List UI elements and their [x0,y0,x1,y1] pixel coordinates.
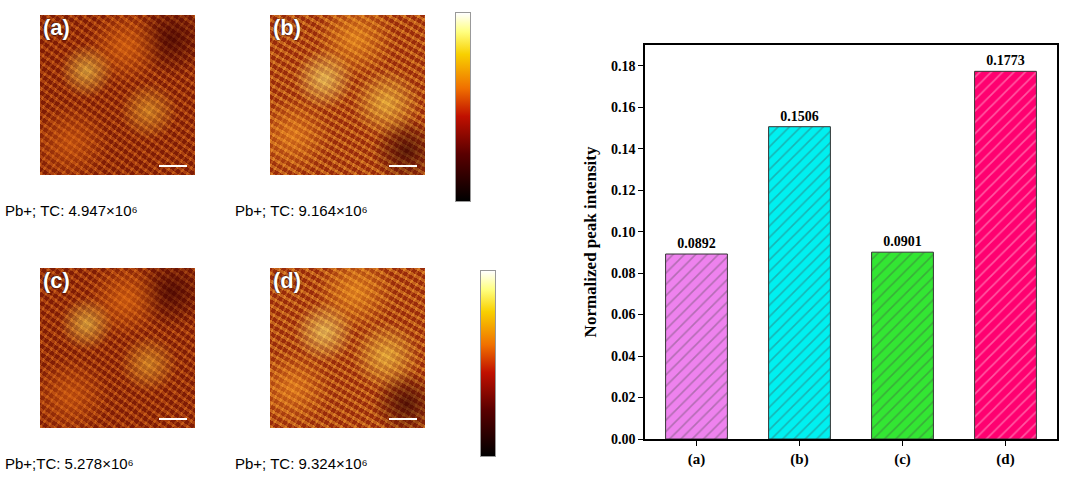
svg-text:Normalized peak intensity: Normalized peak intensity [581,146,600,337]
html-text:(d): (d) [273,268,302,293]
svg-text:0.06: 0.06 [611,307,636,322]
html-text:Pb+; TC: 4.947×10⁶: Pb+; TC: 4.947×10⁶ [5,202,138,219]
svg-text:(c): (c) [894,451,911,468]
svg-text:0.08: 0.08 [611,266,636,281]
svg-text:0.02: 0.02 [611,390,636,405]
html-text:(a): (a) [43,15,70,40]
svg-text:0.1773: 0.1773 [986,53,1025,68]
svg-text:0.04: 0.04 [611,349,636,364]
svg-text:0.0892: 0.0892 [677,236,716,251]
svg-text:0.00: 0.00 [611,432,636,447]
svg-text:(d): (d) [996,451,1014,468]
svg-text:0.12: 0.12 [611,183,636,198]
html-text:(b): (b) [273,15,302,40]
html-text:(c): (c) [43,268,70,293]
svg-text:0.14: 0.14 [611,142,636,157]
html-text:Pb+; TC: 9.164×10⁶: Pb+; TC: 9.164×10⁶ [235,202,368,219]
svg-text:0.18: 0.18 [611,59,636,74]
html-text:Pb+;TC: 5.278×10⁶: Pb+;TC: 5.278×10⁶ [5,455,134,472]
svg-text:(b): (b) [790,451,808,468]
svg-text:0.0901: 0.0901 [883,234,922,249]
svg-text:0.10: 0.10 [611,225,636,240]
svg-text:0.16: 0.16 [611,100,636,115]
html-text:Pb+; TC: 9.324×10⁶: Pb+; TC: 9.324×10⁶ [235,455,368,472]
svg-text:0.1506: 0.1506 [780,109,819,124]
svg-text:(a): (a) [688,451,706,468]
